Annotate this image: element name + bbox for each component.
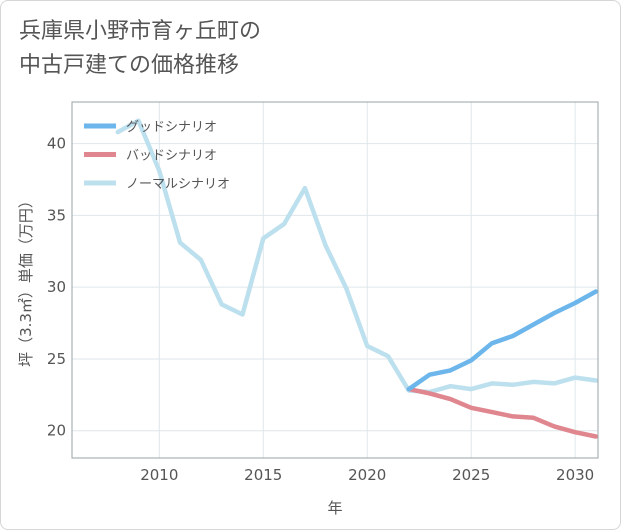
series-line-1	[406, 386, 598, 439]
chart-title-line-1: 兵庫県小野市育ヶ丘町の	[19, 19, 262, 44]
chart-title: 兵庫県小野市育ヶ丘町の 中古戸建ての価格推移	[19, 15, 261, 83]
x-tick-label-2015: 2015	[244, 466, 282, 484]
y-tick-label-35: 35	[47, 206, 66, 224]
y-tick-label-25: 25	[47, 350, 66, 368]
y-tick-label-20: 20	[47, 422, 66, 440]
x-tick-label-2020: 2020	[348, 466, 386, 484]
series-line-2	[115, 118, 598, 395]
series-group	[115, 118, 598, 439]
y-axis-title: 坪（3.3㎡）単価（万円）	[17, 193, 35, 367]
chart-title-line-2: 中古戸建ての価格推移	[19, 53, 240, 78]
x-tick-label-2030: 2030	[556, 466, 594, 484]
y-tick-label-40: 40	[47, 135, 66, 153]
x-axis-title: 年	[327, 499, 342, 517]
legend-label-1: バッドシナリオ	[126, 149, 217, 164]
x-tick-label-2010: 2010	[140, 466, 178, 484]
legend-label-2: ノーマルシナリオ	[126, 177, 230, 192]
series-line-0	[406, 289, 598, 392]
y-tick-label-30: 30	[47, 278, 66, 296]
x-tick-label-2025: 2025	[452, 466, 490, 484]
plot-frame	[71, 101, 599, 459]
legend-label-0: グッドシナリオ	[126, 120, 217, 135]
